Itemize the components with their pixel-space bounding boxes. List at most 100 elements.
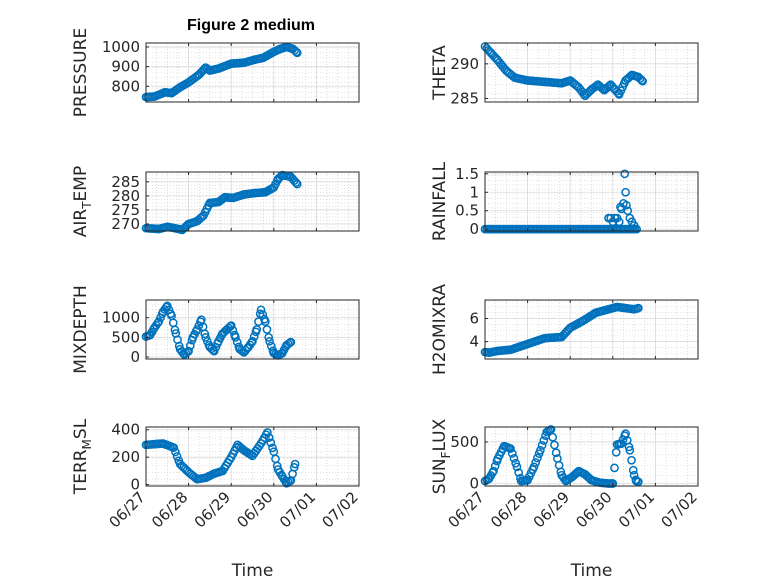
data-point xyxy=(292,48,302,58)
data-point xyxy=(207,344,216,354)
y-tick-label: 0.5 xyxy=(455,202,479,220)
data-point xyxy=(170,325,180,335)
data-point xyxy=(529,462,539,472)
x-axis-label: Time xyxy=(231,561,274,581)
data-point xyxy=(610,463,619,473)
y-axis-label: AIRTEMP xyxy=(71,166,94,237)
figure-title: Figure 2 medium xyxy=(187,17,315,34)
axes-box xyxy=(484,171,699,232)
y-tick-label: 400 xyxy=(111,421,140,439)
data-point xyxy=(620,169,630,179)
data-point xyxy=(286,337,296,347)
y-axis-label: PRESSURE xyxy=(71,28,91,117)
data-point xyxy=(265,336,274,346)
data-point xyxy=(634,477,643,487)
y-tick-label: 275 xyxy=(111,201,140,219)
data-point xyxy=(185,341,195,350)
x-tick-label: 06/30 xyxy=(233,488,276,531)
x-tick-label: 07/01 xyxy=(276,488,319,531)
data-point xyxy=(290,459,300,469)
data-point xyxy=(635,74,645,84)
data-point xyxy=(550,440,559,450)
data-point xyxy=(200,329,210,339)
x-tick-label: 06/27 xyxy=(106,488,149,531)
axes-box xyxy=(484,42,699,103)
data-point xyxy=(224,323,233,333)
data-point xyxy=(262,325,272,334)
data-point xyxy=(201,333,210,342)
data-point xyxy=(637,75,647,85)
data-point xyxy=(537,441,547,450)
data-point xyxy=(268,443,277,453)
data-point xyxy=(632,224,642,234)
y-axis-label: THETA xyxy=(430,45,450,101)
y-tick-label: 290 xyxy=(450,55,479,73)
data-point xyxy=(539,436,549,445)
data-point xyxy=(263,428,272,437)
data-point xyxy=(551,448,561,458)
data-point xyxy=(231,333,240,342)
x-tick-label: 06/28 xyxy=(148,488,191,531)
plot-area xyxy=(485,172,698,231)
subplot-6: 4 6 H2OMIXRA xyxy=(430,284,699,375)
data-point xyxy=(264,433,274,442)
y-tick-label: 1000 xyxy=(102,38,140,56)
y-tick-label: 200 xyxy=(111,448,140,466)
x-tick-label: 06/29 xyxy=(530,488,573,531)
data-point xyxy=(613,89,623,98)
data-point xyxy=(622,200,631,210)
data-point xyxy=(608,479,618,488)
data-point xyxy=(291,178,301,187)
x-tick-label: 07/01 xyxy=(615,488,658,531)
x-tick-label: 06/27 xyxy=(445,488,488,531)
data-point xyxy=(509,454,519,463)
y-axis-label: H2OMIXRA xyxy=(430,284,450,375)
axes-box xyxy=(145,426,360,487)
plot-area xyxy=(146,172,359,231)
data-point xyxy=(266,438,276,448)
y-tick-label: 0 xyxy=(130,476,140,494)
data-point xyxy=(627,455,636,465)
data-point xyxy=(172,452,182,461)
axes-box xyxy=(145,299,360,360)
data-point xyxy=(209,346,219,356)
data-point xyxy=(490,461,500,471)
x-tick-label: 07/02 xyxy=(658,488,701,531)
y-tick-label: 285 xyxy=(111,173,140,191)
data-point xyxy=(506,444,515,453)
data-point xyxy=(154,317,164,326)
x-tick-label: 06/30 xyxy=(572,488,615,531)
y-tick-label: 1.5 xyxy=(455,165,479,183)
data-point xyxy=(531,458,541,467)
y-axis-label: SUNFLUX xyxy=(430,418,453,494)
data-point xyxy=(628,465,638,475)
data-point xyxy=(162,301,172,311)
y-tick-label: 280 xyxy=(111,187,140,205)
y-tick-label: 0 xyxy=(130,348,140,366)
axes-box xyxy=(484,299,699,360)
data-point xyxy=(171,447,180,457)
data-point xyxy=(252,325,262,334)
data-point xyxy=(248,336,257,346)
data-point xyxy=(290,46,300,55)
x-tick-label: 06/29 xyxy=(191,488,234,531)
y-axis-label: TERRMSL xyxy=(71,418,94,495)
y-tick-label: 800 xyxy=(111,77,140,95)
data-point xyxy=(181,348,191,358)
data-point xyxy=(533,453,542,463)
axes-box xyxy=(145,42,360,103)
subplot-4: 00.511.5 RAINFALL xyxy=(430,161,699,241)
data-point xyxy=(256,305,266,315)
data-point xyxy=(292,179,302,189)
data-point xyxy=(489,466,498,476)
data-point xyxy=(634,303,643,313)
axes-box xyxy=(484,426,699,487)
data-point xyxy=(548,432,558,442)
y-tick-label: 500 xyxy=(111,328,140,346)
data-point xyxy=(621,187,630,197)
x-tick-label: 06/28 xyxy=(487,488,530,531)
y-tick-label: 6 xyxy=(469,310,479,328)
